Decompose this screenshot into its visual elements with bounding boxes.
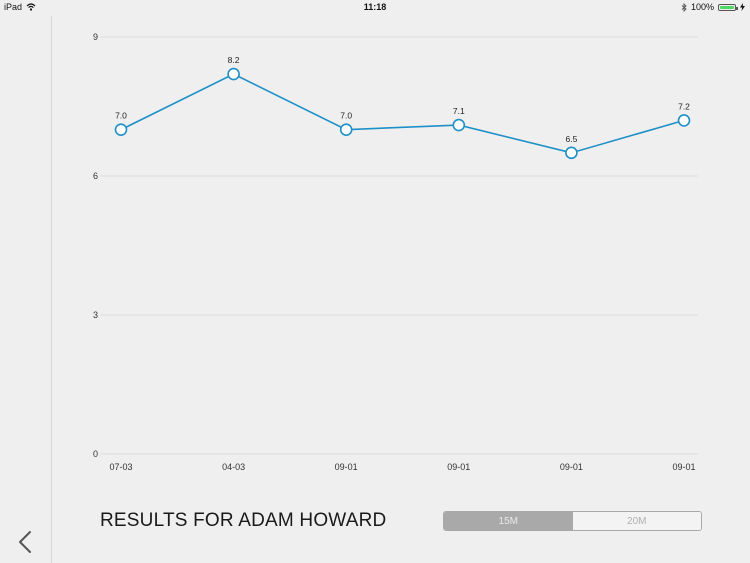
battery-tip bbox=[736, 6, 738, 10]
x-tick-label: 09-01 bbox=[447, 462, 470, 472]
data-label: 7.2 bbox=[678, 101, 690, 111]
x-tick-label: 09-01 bbox=[335, 462, 358, 472]
status-left: iPad bbox=[4, 2, 36, 12]
x-tick-label: 09-01 bbox=[560, 462, 583, 472]
data-point bbox=[114, 123, 128, 136]
sidebar bbox=[0, 16, 52, 563]
data-point bbox=[227, 67, 240, 81]
data-point bbox=[565, 146, 578, 160]
data-label: 8.2 bbox=[228, 55, 240, 65]
charging-bolt-icon bbox=[740, 3, 745, 11]
x-tick-label: 09-01 bbox=[672, 462, 695, 472]
y-tick-label: 6 bbox=[93, 171, 98, 181]
segment-15m[interactable]: 15M bbox=[444, 512, 573, 530]
data-label: 7.0 bbox=[340, 111, 352, 121]
results-line-chart: 0 3 6 9 07-03 04-03 09-01 09-01 09-01 09-01 7.0 8.2… bbox=[93, 32, 698, 472]
x-tick-label: 04-03 bbox=[222, 462, 245, 472]
duration-segmented-control[interactable]: 15M 20M bbox=[443, 511, 702, 531]
bluetooth-icon bbox=[681, 2, 687, 12]
series-line bbox=[120, 73, 685, 154]
y-tick-label: 3 bbox=[93, 310, 98, 320]
wifi-icon bbox=[26, 3, 36, 11]
data-label: 6.5 bbox=[565, 134, 577, 144]
data-point bbox=[677, 114, 691, 127]
battery-icon bbox=[718, 3, 738, 11]
device-name: iPad bbox=[4, 2, 23, 12]
chevron-left-icon bbox=[19, 531, 31, 553]
data-label: 7.1 bbox=[453, 106, 465, 116]
battery-percent: 100% bbox=[690, 2, 714, 12]
back-button[interactable] bbox=[13, 528, 37, 556]
x-tick-label: 07-03 bbox=[109, 462, 132, 472]
y-tick-label: 9 bbox=[93, 32, 98, 42]
data-label: 7.0 bbox=[115, 111, 127, 121]
status-bar: iPad 11:18 100% bbox=[0, 0, 750, 16]
status-right: 100% bbox=[681, 2, 745, 12]
segment-20m[interactable]: 20M bbox=[572, 512, 701, 530]
data-point bbox=[452, 118, 466, 132]
data-point bbox=[339, 123, 353, 136]
status-time: 11:18 bbox=[363, 2, 387, 12]
y-tick-label: 0 bbox=[93, 449, 98, 459]
results-title: RESULTS FOR ADAM HOWARD bbox=[100, 510, 387, 531]
battery-fill bbox=[720, 5, 734, 9]
